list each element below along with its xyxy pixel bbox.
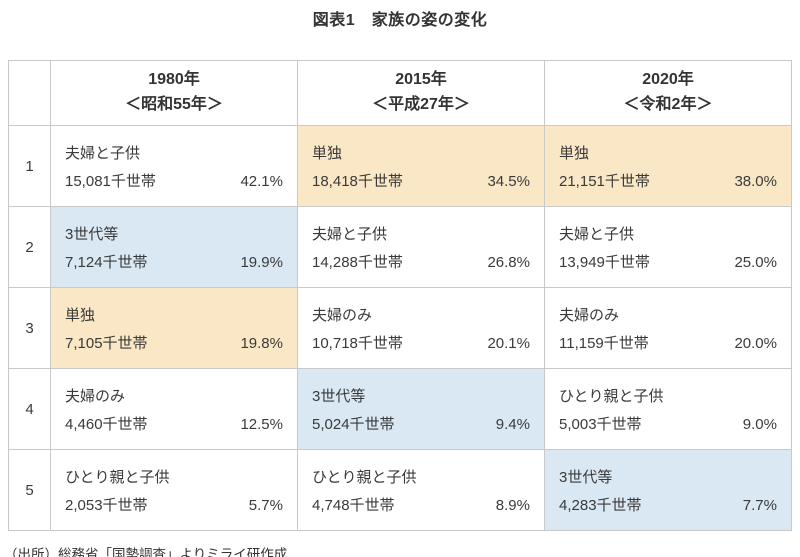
household-percent: 12.5% [240,415,283,433]
household-category: 夫婦と子供 [559,225,635,243]
household-percent: 25.0% [734,253,777,271]
household-category: 単独 [312,144,343,162]
household-cell: 夫婦のみ 4,460千世帯 12.5% [50,368,298,450]
family-structure-table: 1980年 ＜昭和55年＞ 2015年 ＜平成27年＞ 2020年 ＜令和2年＞… [8,60,792,531]
era-label: ＜平成27年＞ [372,96,470,113]
household-cell: 単独 7,105千世帯 19.8% [50,287,298,369]
household-count: 11,159千世帯 [559,334,649,352]
rank-cell: 2 [8,206,51,288]
table-row: 4 夫婦のみ 4,460千世帯 12.5% 3世代等 5,024千世帯 9.4% [8,368,792,450]
household-category: ひとり親と子供 [559,387,664,405]
household-category: ひとり親と子供 [65,468,170,486]
household-count: 5,003千世帯 [559,415,642,433]
column-header-1980: 1980年 ＜昭和55年＞ [50,60,298,126]
rank-cell: 1 [8,125,51,207]
household-percent: 8.9% [495,496,530,514]
household-count: 15,081千世帯 [65,172,156,190]
column-header-2020: 2020年 ＜令和2年＞ [544,60,792,126]
household-count: 21,151千世帯 [559,172,650,190]
household-percent: 26.8% [487,253,530,271]
household-cell: ひとり親と子供 4,748千世帯 8.9% [297,449,545,531]
household-percent: 42.1% [240,172,283,190]
household-count: 4,748千世帯 [312,496,395,514]
household-percent: 7.7% [742,496,777,514]
era-label: ＜令和2年＞ [623,96,713,113]
household-percent: 38.0% [734,172,777,190]
household-category: 夫婦と子供 [65,144,141,162]
rank-cell: 3 [8,287,51,369]
household-count: 5,024千世帯 [312,415,395,433]
household-category: 夫婦と子供 [312,225,388,243]
household-category: 夫婦のみ [65,387,126,405]
household-count: 14,288千世帯 [312,253,403,271]
household-count: 2,053千世帯 [65,496,148,514]
figure-title: 図表1 家族の姿の変化 [312,12,488,29]
rank-cell: 5 [8,449,51,531]
household-count: 18,418千世帯 [312,172,403,190]
footnotes: （出所）総務省「国勢調査」よりミライ研作成 ※一般世帯に占める比率。施設などに入… [4,544,798,557]
table-row: 2 3世代等 7,124千世帯 19.9% 夫婦と子供 14,288千世帯 26… [8,206,792,288]
corner-spacer [8,60,51,126]
household-count: 4,460千世帯 [65,415,148,433]
household-count: 4,283千世帯 [559,496,642,514]
household-category: 夫婦のみ [312,306,373,324]
household-percent: 20.0% [734,334,777,352]
household-cell: 単独 21,151千世帯 38.0% [544,125,792,207]
household-category: 単独 [65,306,96,324]
household-category: 3世代等 [312,387,366,405]
household-percent: 9.4% [495,415,530,433]
household-percent: 19.9% [240,253,283,271]
year-label: 1980年 [148,71,200,89]
year-label: 2020年 [642,71,694,89]
household-percent: 34.5% [487,172,530,190]
household-cell: 3世代等 4,283千世帯 7.7% [544,449,792,531]
table-row: 1 夫婦と子供 15,081千世帯 42.1% 単独 18,418千世帯 34.… [8,125,792,207]
column-header-2015: 2015年 ＜平成27年＞ [297,60,545,126]
household-cell: ひとり親と子供 2,053千世帯 5.7% [50,449,298,531]
household-cell: 単独 18,418千世帯 34.5% [297,125,545,207]
household-percent: 20.1% [487,334,530,352]
household-cell: 夫婦のみ 10,718千世帯 20.1% [297,287,545,369]
table-row: 5 ひとり親と子供 2,053千世帯 5.7% ひとり親と子供 4,748千世帯… [8,449,792,531]
household-category: ひとり親と子供 [312,468,417,486]
household-count: 7,124千世帯 [65,253,148,271]
household-category: 夫婦のみ [559,306,620,324]
household-percent: 5.7% [248,496,283,514]
household-category: 3世代等 [65,225,119,243]
household-cell: 夫婦と子供 14,288千世帯 26.8% [297,206,545,288]
year-label: 2015年 [395,71,447,89]
household-percent: 9.0% [742,415,777,433]
household-count: 13,949千世帯 [559,253,650,271]
table-row: 3 単独 7,105千世帯 19.8% 夫婦のみ 10,718千世帯 20.1% [8,287,792,369]
household-cell: 夫婦のみ 11,159千世帯 20.0% [544,287,792,369]
household-cell: ひとり親と子供 5,003千世帯 9.0% [544,368,792,450]
household-cell: 夫婦と子供 13,949千世帯 25.0% [544,206,792,288]
household-cell: 3世代等 5,024千世帯 9.4% [297,368,545,450]
header-row: 1980年 ＜昭和55年＞ 2015年 ＜平成27年＞ 2020年 ＜令和2年＞ [8,60,792,126]
rank-cell: 4 [8,368,51,450]
household-count: 7,105千世帯 [65,334,148,352]
household-cell: 3世代等 7,124千世帯 19.9% [50,206,298,288]
source-note: （出所）総務省「国勢調査」よりミライ研作成 [4,547,288,557]
household-count: 10,718千世帯 [312,334,403,352]
household-percent: 19.8% [240,334,283,352]
household-category: 3世代等 [559,468,613,486]
household-cell: 夫婦と子供 15,081千世帯 42.1% [50,125,298,207]
household-category: 単独 [559,144,590,162]
era-label: ＜昭和55年＞ [125,96,223,113]
